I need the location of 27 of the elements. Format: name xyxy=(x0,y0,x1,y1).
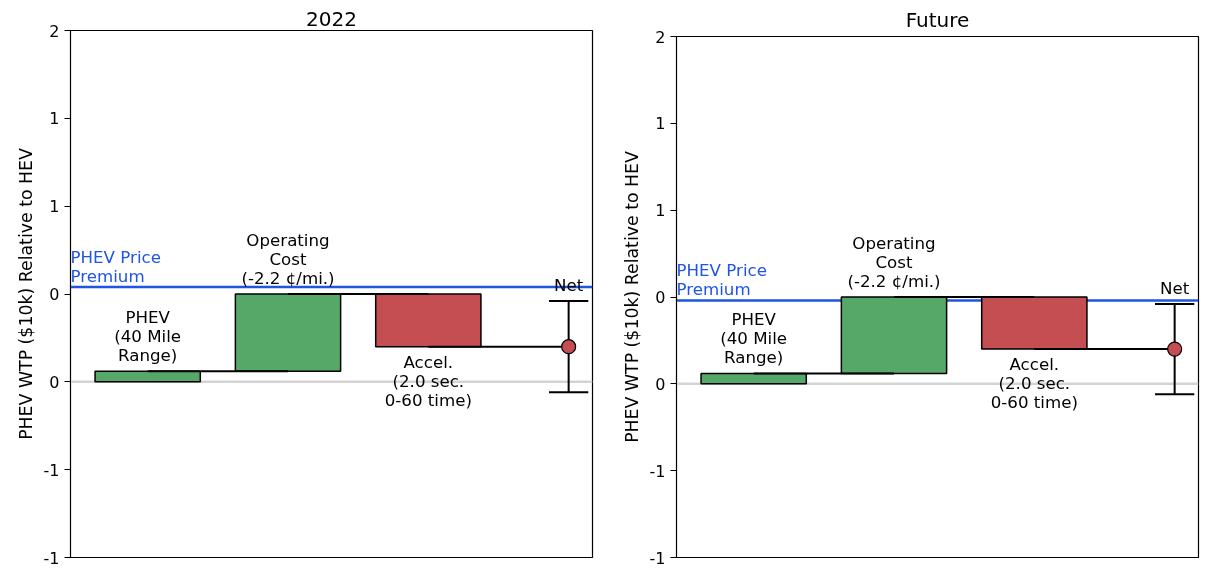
category-label: Accel. (2.0 sec. 0-60 time) xyxy=(990,355,1078,413)
category-label: PHEV (40 Mile Range) xyxy=(720,310,788,368)
category-label: Operating Cost (-2.2 ¢/mi.) xyxy=(241,231,335,288)
y-tick-label: 2 xyxy=(655,27,666,47)
y-axis-title: PHEV WTP ($10k) Relative to HEV xyxy=(15,147,36,440)
y-tick-label: 2 xyxy=(49,21,60,41)
y-tick-label: 1 xyxy=(655,114,666,134)
y-axis-title: PHEV WTP ($10k) Relative to HEV xyxy=(621,150,642,443)
y-tick-label: 1 xyxy=(655,201,666,221)
ref-line-label: PHEV Price Premium xyxy=(70,247,161,286)
y-tick-label: 0 xyxy=(49,285,60,304)
category-label: Accel. (2.0 sec. 0-60 time) xyxy=(384,352,472,410)
chart-title: Future xyxy=(905,7,970,32)
y-tick-label: -1 xyxy=(649,548,666,568)
ref-line-label: PHEV Price Premium xyxy=(676,261,767,300)
y-tick-label: 1 xyxy=(49,197,60,217)
y-tick-label: -1 xyxy=(43,548,60,568)
category-label: PHEV (40 Mile Range) xyxy=(114,308,182,366)
y-tick-label: -1 xyxy=(43,460,60,480)
category-label: Operating Cost (-2.2 ¢/mi.) xyxy=(847,234,941,291)
chart-title: 2022 xyxy=(306,6,357,31)
y-tick-label: 0 xyxy=(49,372,60,392)
y-tick-label: -1 xyxy=(649,461,666,481)
category-label: Net xyxy=(1160,278,1190,298)
y-tick-label: 0 xyxy=(655,374,666,394)
y-tick-label: 0 xyxy=(655,288,666,307)
y-tick-label: 1 xyxy=(49,109,60,129)
